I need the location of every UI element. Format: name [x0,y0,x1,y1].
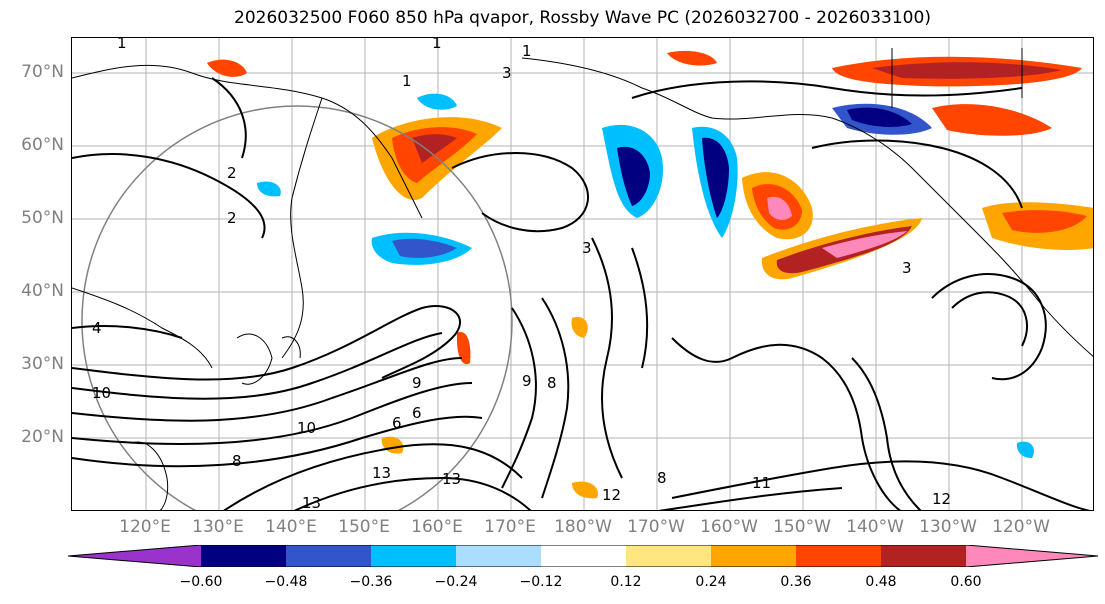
colorbar-canvas [67,544,1099,568]
lon-label-170w: 170°W [627,517,685,537]
colorbar-segment-2 [286,545,371,567]
contour-label: 8 [657,469,667,487]
contour-label: 6 [412,404,422,422]
lat-label-40n: 40°N [21,281,64,301]
colorbar-segment-1 [201,545,286,567]
map-panel: 1 1 1 1 2 2 3 3 3 4 6 6 8 8 8 9 9 10 10 … [71,37,1094,511]
colorbar-tick: −0.60 [179,574,223,590]
contour-label: 3 [582,239,592,257]
contour-label: 13 [372,464,391,482]
map-canvas: 1 1 1 1 2 2 3 3 3 4 6 6 8 8 8 9 9 10 10 … [72,38,1093,511]
fill-positive-spot-2 [456,332,471,365]
contour-label: 8 [232,452,242,470]
lat-label-20n: 20°N [21,427,64,447]
lat-label-60n: 60°N [21,135,64,155]
colorbar-tick: −0.12 [519,574,563,590]
colorbar-segment-7 [711,545,796,567]
reference-circle [81,105,513,510]
contour-label: 2 [227,209,237,227]
colorbar-segment-10 [966,545,1098,567]
fill-negative-arctic-core [847,107,912,127]
contour-label: 13 [302,494,321,511]
colorbar-tick: −0.36 [349,574,393,590]
fill-negative-aleutian-2-core [702,137,729,218]
contour-label: 8 [547,374,557,392]
lon-label-130w: 130°W [919,517,977,537]
colorbar-tick: −0.24 [434,574,478,590]
lon-label-140w: 140°W [846,517,904,537]
coastlines [72,48,1093,510]
contour-label: 3 [502,64,512,82]
contour-label-group: 1 1 1 1 2 2 3 3 3 4 6 6 8 8 8 9 9 10 10 … [92,38,951,511]
contour-label: 1 [117,38,127,52]
lat-label-30n: 30°N [21,354,64,374]
fill-positive-gulf-alaska-core [767,196,792,220]
colorbar-segment-9 [881,545,966,567]
contour-label: 3 [902,259,912,277]
fill-positive-spot-5 [381,436,404,454]
colorbar-tick: 0.12 [610,574,642,590]
lon-label-150e: 150°E [338,517,390,537]
contour-label: 13 [442,470,461,488]
fill-negative-okhotsk-core [392,238,457,258]
colorbar-segment-5 [541,545,626,567]
colorbar-segment-8 [796,545,881,567]
contour-label: 1 [522,42,532,60]
colorbar-tick: −0.48 [264,574,308,590]
lon-label-180w: 180°W [554,517,612,537]
contour-label: 10 [92,384,111,402]
map-title: 2026032500 F060 850 hPa qvapor, Rossby W… [234,8,931,28]
contour-lines [72,77,1091,510]
fill-positive-spot-1 [207,59,247,77]
colorbar-tick: 0.60 [950,574,982,590]
lon-label-150w: 150°W [773,517,831,537]
contour-label: 12 [602,486,621,504]
fill-positive-beaufort [932,104,1052,136]
fill-positive-band-core [822,231,907,258]
colorbar-tick: 0.24 [695,574,727,590]
gridlines [72,38,1093,510]
contour-label: 9 [412,374,422,392]
lon-label-130e: 130°E [192,517,244,537]
lon-label-120e: 120°E [119,517,171,537]
fill-negative-spot-3 [1016,441,1035,458]
fill-positive-spot-6 [572,481,598,499]
fill-positive-west-coast-inner [1002,210,1087,233]
contour-label: 6 [392,414,402,432]
contour-label: 1 [402,72,412,90]
lon-label-120w: 120°W [992,517,1050,537]
colorbar-tick: 0.48 [865,574,897,590]
contour-label: 12 [932,490,951,508]
colorbar-segment-6 [626,545,711,567]
fill-negative-spot-1 [417,93,457,110]
contour-label: 2 [227,164,237,182]
contour-label: 11 [752,474,771,492]
fill-positive-spot-4 [571,317,588,338]
colorbar-segment-3 [371,545,456,567]
fill-negative-spot-2 [257,181,281,197]
colorbar-segment-4 [456,545,541,567]
contour-label: 1 [432,38,442,52]
lon-label-170e: 170°E [484,517,536,537]
lat-label-50n: 50°N [21,208,64,228]
contour-label: 10 [297,419,316,437]
fill-positive-spot-3 [667,50,717,66]
lon-label-160e: 160°E [411,517,463,537]
anomaly-fills [207,50,1093,499]
contour-label: 9 [522,372,532,390]
fill-positive-okhotsk-core [412,134,457,163]
fill-positive-arctic-core [872,62,1062,79]
colorbar-tick: 0.36 [780,574,812,590]
lon-label-160w: 160°W [700,517,758,537]
contour-label: 4 [92,319,102,337]
lon-label-140e: 140°E [265,517,317,537]
lat-label-70n: 70°N [21,62,64,82]
fill-negative-aleutian-1-core [617,146,650,206]
colorbar-segment-0 [68,545,201,567]
colorbar [67,544,1099,568]
